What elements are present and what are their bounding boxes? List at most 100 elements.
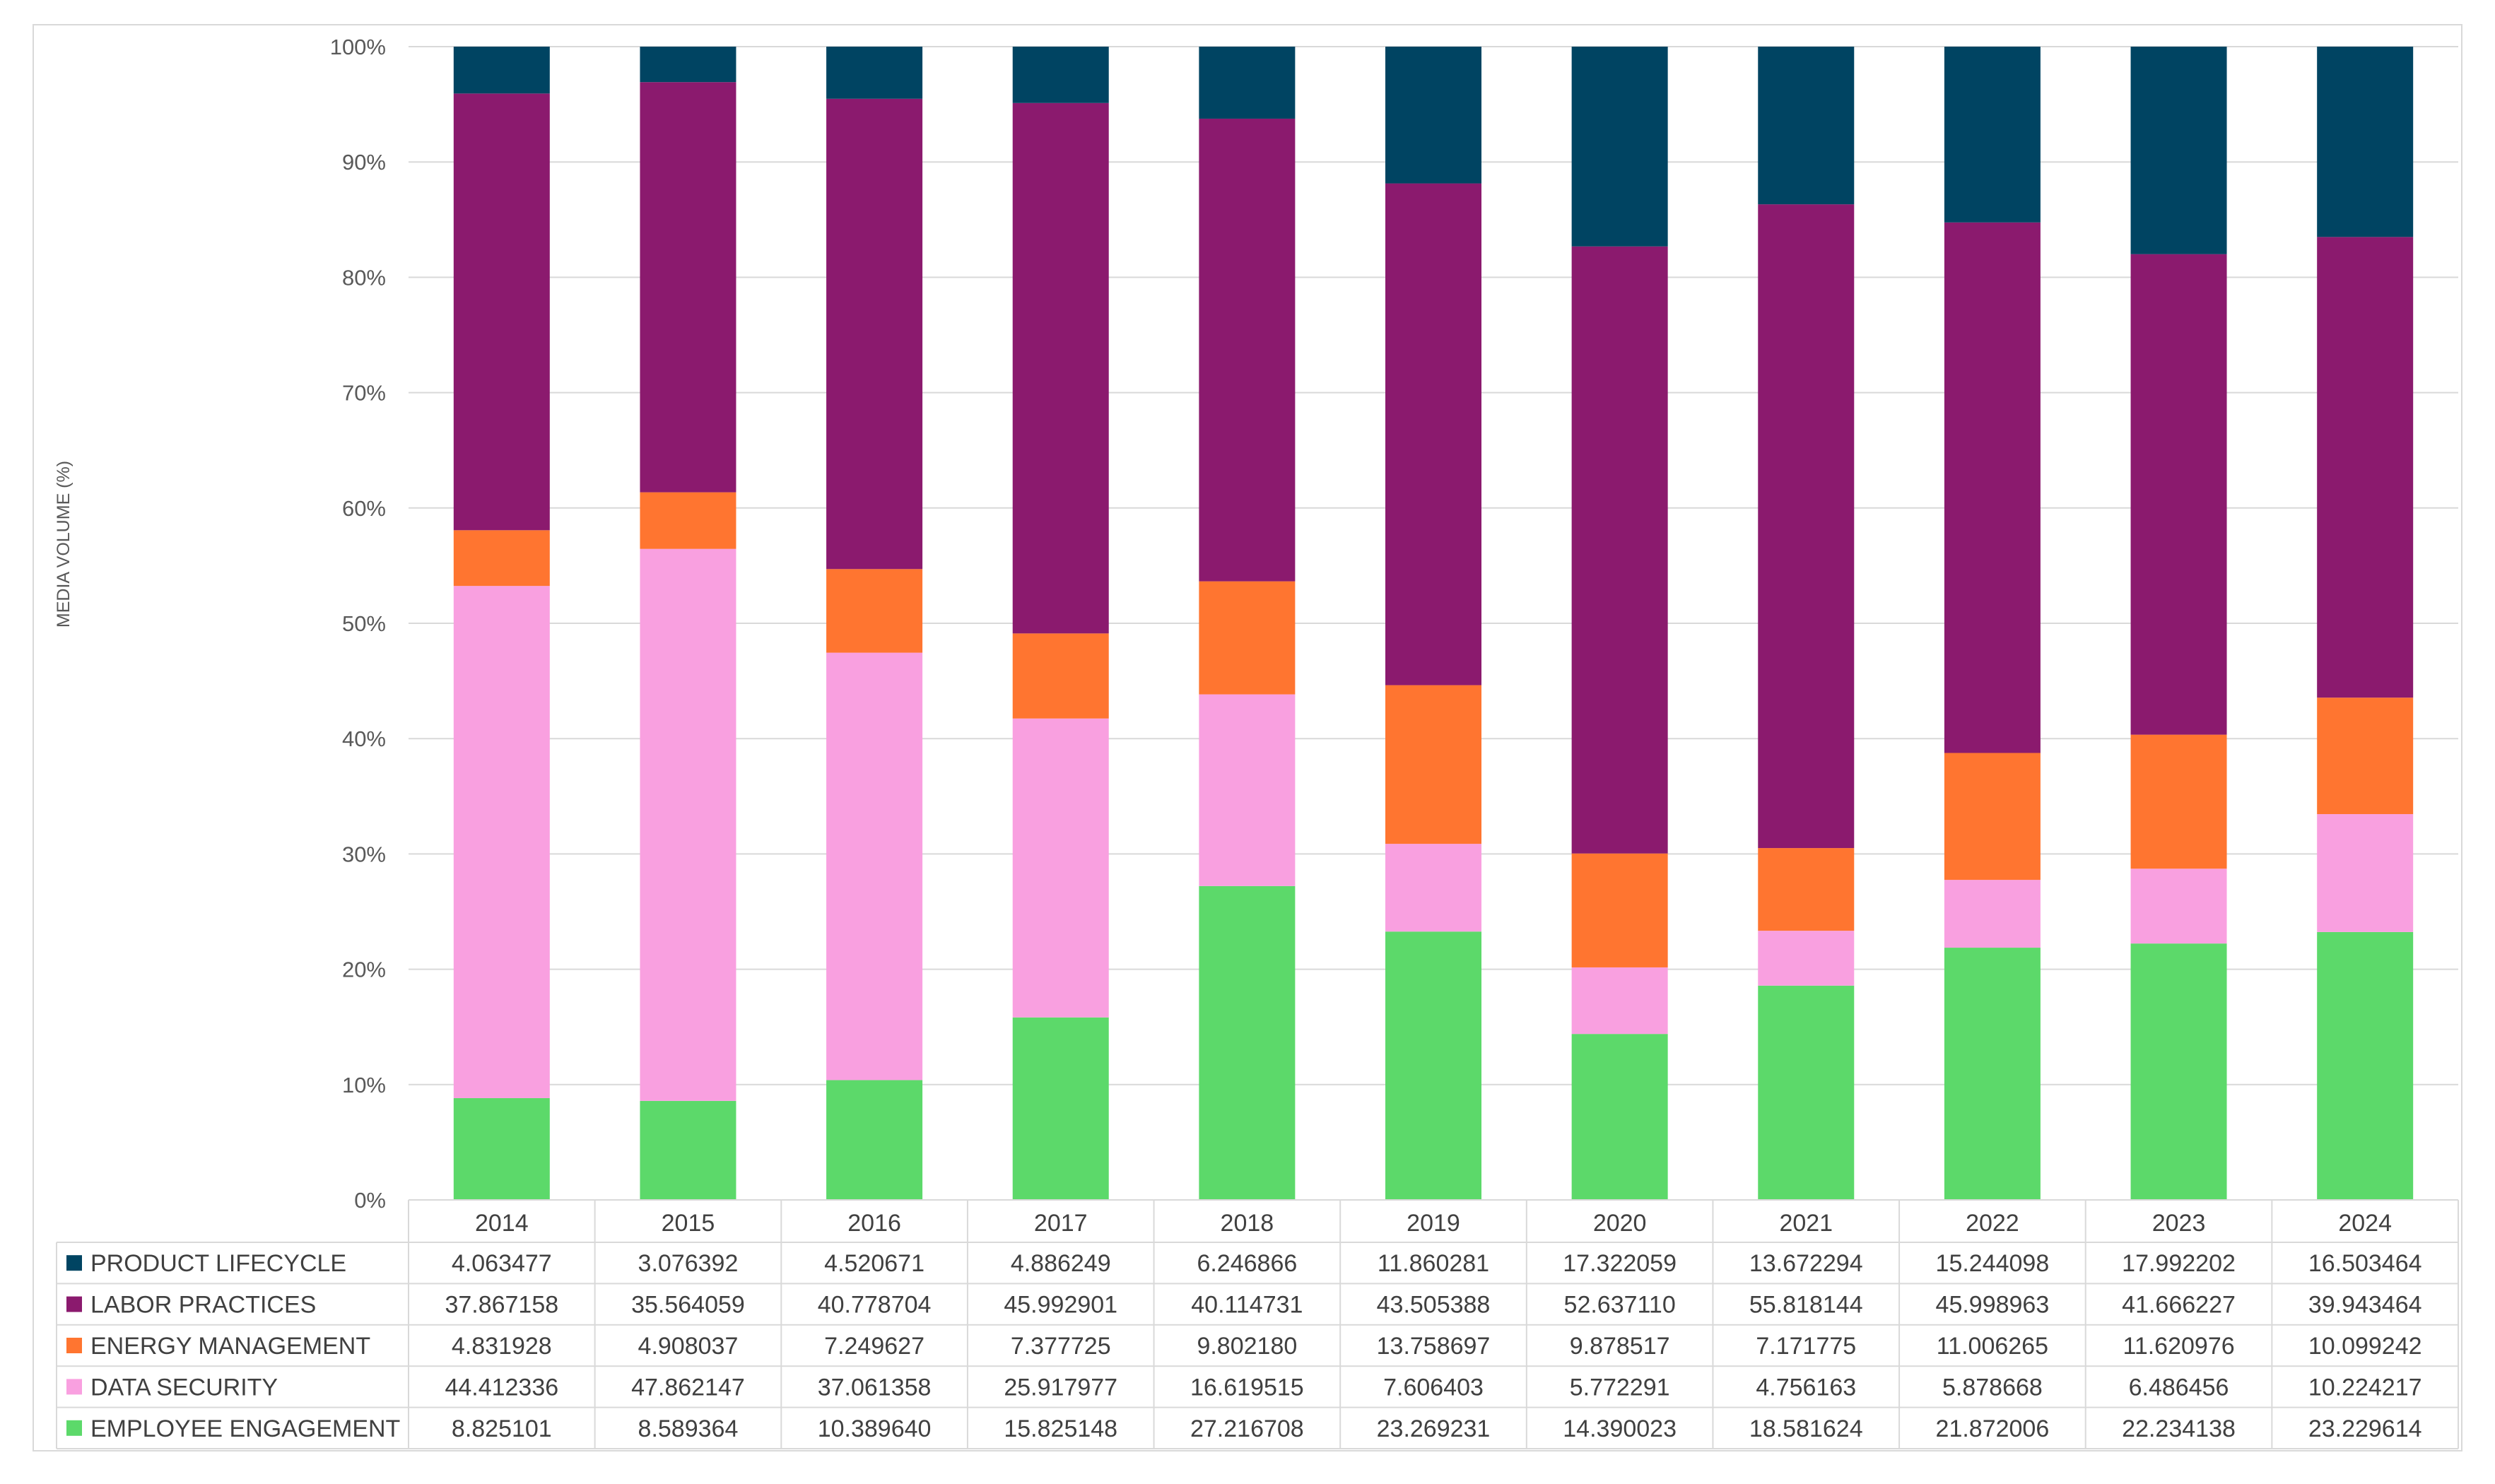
bar-segment-employee-engagement (1012, 1017, 1109, 1200)
y-tick-label: 100% (330, 35, 386, 59)
bar-segment-product-lifecycle (1385, 47, 1481, 184)
bar-segment-data-security (1385, 844, 1481, 932)
bar-segment-data-security (1571, 967, 1668, 1035)
bar-segment-data-security (2317, 814, 2414, 932)
bar-segment-labor-practices (1385, 183, 1481, 685)
y-tick-label: 50% (342, 611, 386, 636)
series-label: ENERGY MANAGEMENT (90, 1333, 370, 1360)
series-label: LABOR PRACTICES (90, 1292, 316, 1319)
bar-segment-employee-engagement (1385, 931, 1481, 1200)
y-tick-label: 60% (342, 496, 386, 521)
table-cell-value: 4.520671 (824, 1250, 924, 1277)
legend-key (66, 1420, 82, 1436)
table-cell-value: 4.831928 (452, 1333, 552, 1360)
table-cell-value: 10.224217 (2308, 1374, 2422, 1401)
table-cell-value: 4.886249 (1011, 1250, 1111, 1277)
table-cell-value: 6.246866 (1197, 1250, 1297, 1277)
bar-segment-energy-management (1571, 853, 1668, 967)
table-cell-value: 35.564059 (631, 1292, 745, 1319)
bar-segment-employee-engagement (1758, 985, 1855, 1200)
table-cell-value: 15.825148 (1004, 1415, 1117, 1442)
table-cell-value: 17.322059 (1563, 1250, 1677, 1277)
table-cell-value: 23.269231 (1377, 1415, 1491, 1442)
table-cell-value: 13.758697 (1377, 1333, 1491, 1360)
bar-segment-employee-engagement (2130, 943, 2227, 1200)
x-category-label: 2021 (1779, 1210, 1833, 1237)
table-cell-value: 7.249627 (824, 1333, 924, 1360)
table-cell-value: 6.486456 (2129, 1374, 2229, 1401)
table-cell-value: 10.099242 (2308, 1333, 2422, 1360)
bar-segment-data-security (826, 652, 923, 1080)
table-cell-value: 7.377725 (1011, 1333, 1111, 1360)
y-tick-label: 80% (342, 265, 386, 290)
table-cell-value: 55.818144 (1749, 1292, 1863, 1319)
table-cell-value: 43.505388 (1377, 1292, 1491, 1319)
table-cell-value: 45.992901 (1004, 1292, 1117, 1319)
bar-segment-product-lifecycle (453, 47, 550, 94)
bar-segment-labor-practices (1758, 204, 1855, 849)
bar-segment-data-security (1944, 880, 2041, 948)
bar-segment-labor-practices (1944, 222, 2041, 753)
y-tick-label: 20% (342, 958, 386, 982)
y-axis-title: MEDIA VOLUME (%) (54, 461, 74, 628)
table-cell-value: 11.620976 (2123, 1333, 2234, 1360)
bar-segment-data-security (453, 586, 550, 1098)
table-cell-value: 52.637110 (1564, 1292, 1676, 1319)
x-category-label: 2017 (1034, 1210, 1088, 1237)
bar-segment-energy-management (2317, 697, 2414, 815)
table-cell-value: 21.872006 (1936, 1415, 2050, 1442)
bar-segment-energy-management (1199, 581, 1296, 695)
table-cell-value: 39.943464 (2308, 1292, 2422, 1319)
table-cell-value: 37.061358 (818, 1374, 932, 1401)
series-label: EMPLOYEE ENGAGEMENT (90, 1415, 400, 1442)
bar-segment-labor-practices (1012, 102, 1109, 634)
bar-segment-energy-management (2130, 734, 2227, 869)
table-cell-value: 37.867158 (445, 1292, 558, 1319)
table-cell-value: 4.063477 (452, 1250, 552, 1277)
bar-segment-employee-engagement (2317, 931, 2414, 1200)
bar-segment-labor-practices (640, 82, 736, 493)
bar-segment-data-security (1199, 694, 1296, 886)
legend-key (66, 1379, 82, 1395)
table-cell-value: 4.908037 (638, 1333, 739, 1360)
table-cell-value: 11.860281 (1378, 1250, 1489, 1277)
bar-segment-labor-practices (1199, 118, 1296, 582)
bar-segment-employee-engagement (1571, 1034, 1668, 1200)
series-label: PRODUCT LIFECYCLE (90, 1250, 346, 1277)
bar-segment-labor-practices (453, 93, 550, 531)
table-cell-value: 3.076392 (638, 1250, 739, 1277)
table-cell-value: 5.772291 (1570, 1374, 1670, 1401)
bar-segment-product-lifecycle (640, 47, 736, 83)
table-cell-value: 41.666227 (2122, 1292, 2236, 1319)
bar-segment-product-lifecycle (2130, 47, 2227, 254)
bar-segment-employee-engagement (453, 1097, 550, 1200)
bar-segment-employee-engagement (826, 1080, 923, 1200)
bar-segment-employee-engagement (1944, 948, 2041, 1200)
table-cell-value: 22.234138 (2122, 1415, 2236, 1442)
bar-segment-product-lifecycle (1758, 47, 1855, 205)
table-cell-value: 16.503464 (2308, 1250, 2422, 1277)
bar-segment-data-security (1012, 718, 1109, 1018)
bar-segment-energy-management (640, 492, 736, 549)
table-cell-value: 47.862147 (631, 1374, 745, 1401)
table-cell-value: 14.390023 (1563, 1415, 1677, 1442)
bar-segment-data-security (640, 548, 736, 1101)
table-cell-value: 8.589364 (638, 1415, 739, 1442)
x-category-label: 2023 (2152, 1210, 2206, 1237)
table-cell-value: 45.998963 (1936, 1292, 2050, 1319)
table-cell-value: 7.606403 (1383, 1374, 1484, 1401)
x-category-label: 2019 (1407, 1210, 1460, 1237)
table-cell-value: 18.581624 (1749, 1415, 1863, 1442)
y-tick-label: 30% (342, 842, 386, 866)
y-tick-label: 40% (342, 726, 386, 751)
table-cell-value: 25.917977 (1004, 1374, 1117, 1401)
bar-segment-energy-management (1944, 753, 2041, 881)
bar-segment-product-lifecycle (826, 47, 923, 99)
bar-segment-data-security (1758, 931, 1855, 986)
table-cell-value: 40.778704 (818, 1292, 932, 1319)
table-cell-value: 4.756163 (1756, 1374, 1856, 1401)
x-category-label: 2015 (662, 1210, 715, 1237)
bar-segment-energy-management (453, 530, 550, 587)
series-label: DATA SECURITY (90, 1374, 278, 1401)
table-cell-value: 9.802180 (1197, 1333, 1297, 1360)
